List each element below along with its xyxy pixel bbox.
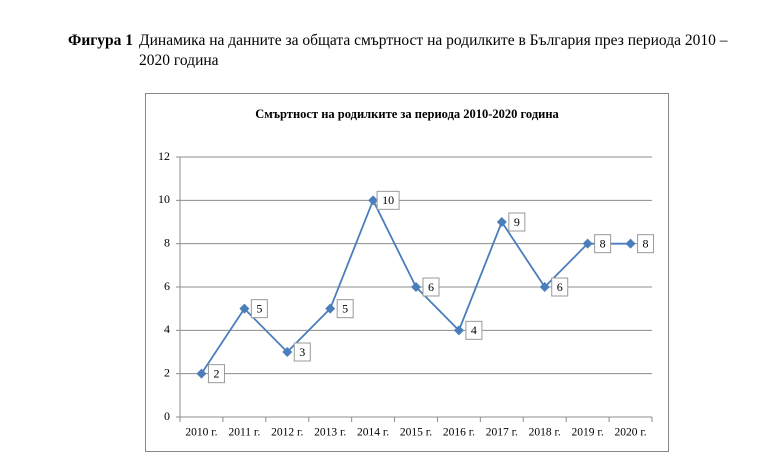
marker — [625, 238, 636, 249]
data-label: 9 — [514, 215, 520, 229]
marker — [368, 195, 379, 206]
data-label-box — [250, 299, 268, 319]
x-tick-label: 2019 г. — [572, 427, 604, 439]
x-tick-label: 2012 г. — [271, 427, 303, 439]
y-tick-label: 2 — [164, 365, 170, 379]
caption-text: Динамика на данните за общата смъртност … — [139, 32, 728, 69]
data-label: 5 — [256, 301, 262, 315]
caption-label: Фигура 1 — [68, 32, 134, 49]
data-label-box — [293, 342, 311, 362]
x-tick-label: 2016 г. — [443, 427, 475, 439]
data-label-box — [207, 364, 225, 384]
data-label: 6 — [557, 280, 563, 294]
marker — [582, 238, 593, 249]
data-label-box — [422, 277, 440, 297]
marker — [239, 303, 250, 314]
data-label: 3 — [299, 345, 305, 359]
y-tick-label: 6 — [164, 279, 170, 293]
marker — [539, 282, 550, 292]
marker — [196, 368, 207, 379]
chart-frame — [145, 93, 669, 452]
data-label: 5 — [342, 301, 348, 315]
marker — [282, 347, 293, 357]
x-tick-label: 2017 г. — [486, 427, 518, 439]
data-label: 8 — [600, 236, 606, 250]
data-label: 2 — [213, 366, 219, 380]
x-tick-label: 2010 г. — [185, 427, 217, 439]
x-tick-label: 2020 г. — [614, 427, 646, 439]
marker — [325, 303, 336, 314]
data-label: 6 — [428, 280, 434, 294]
y-tick-label: 12 — [158, 149, 170, 163]
x-tick-label: 2013 г. — [314, 427, 346, 439]
data-label: 8 — [643, 236, 649, 250]
data-label-box — [508, 212, 526, 232]
y-tick-label: 4 — [164, 322, 170, 336]
y-tick-label: 8 — [164, 235, 170, 249]
chart-title: Смъртност на родилките за периода 2010-2… — [255, 107, 559, 121]
x-tick-label: 2011 г. — [228, 427, 260, 439]
data-label-box — [551, 277, 569, 297]
data-label-box — [637, 234, 655, 254]
data-label-box — [594, 234, 612, 254]
data-label-box — [336, 299, 354, 319]
y-tick-label: 10 — [158, 192, 170, 206]
x-tick-label: 2014 г. — [357, 427, 389, 439]
data-label: 4 — [471, 323, 477, 337]
figure-caption: Фигура 1 Динамика на данните за общата с… — [68, 31, 734, 71]
data-label-box — [465, 320, 483, 340]
y-tick-label: 0 — [164, 409, 170, 423]
data-label-box — [376, 190, 400, 210]
marker — [453, 325, 464, 336]
data-label: 10 — [382, 193, 394, 207]
x-tick-label: 2015 г. — [400, 427, 432, 439]
marker — [411, 282, 421, 292]
marker — [496, 217, 507, 227]
x-tick-label: 2018 г. — [529, 427, 561, 439]
